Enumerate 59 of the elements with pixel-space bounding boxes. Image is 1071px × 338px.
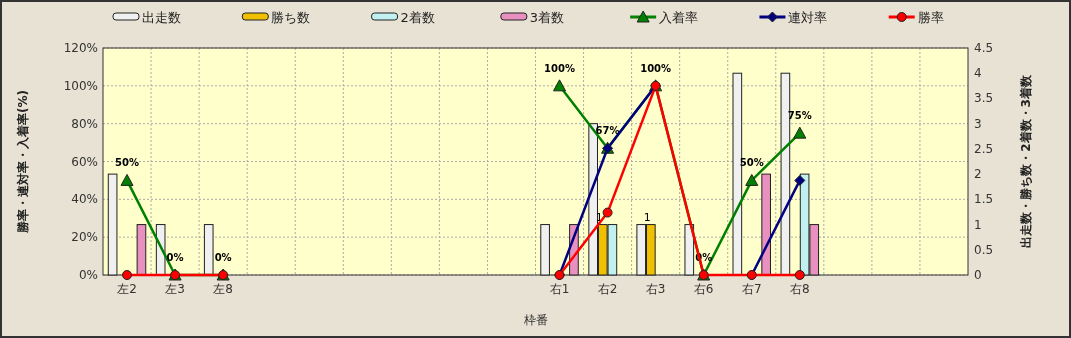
point (793, 126, 807, 139)
bar (607, 224, 618, 276)
x-tick-label: 左2 (117, 282, 137, 296)
y-axis-title: 勝率・連対率・入着率(%) (16, 90, 30, 234)
y-tick-label: 0% (78, 268, 98, 282)
point (122, 270, 133, 280)
x-tick-label: 右7 (741, 282, 762, 296)
legend-label: 勝ち数 (271, 10, 311, 25)
legend-label: 勝率 (917, 10, 944, 25)
point (745, 173, 759, 186)
bar (636, 224, 647, 276)
legend-label: 連対率 (788, 10, 828, 25)
data-label: 100% (640, 62, 672, 74)
legend-label: 3着数 (529, 10, 565, 25)
y2-tick-label: 3.5 (974, 91, 994, 106)
y-tick-label: 40% (71, 192, 98, 207)
x-axis-title: 枠番 (522, 313, 548, 327)
bar (588, 123, 598, 276)
data-label: 100% (544, 62, 575, 74)
y2-tick-label: 1 (974, 217, 982, 232)
bar (761, 173, 771, 276)
point (794, 174, 806, 186)
bar (203, 224, 214, 276)
y-tick-label: 120% (63, 41, 98, 55)
point (120, 173, 134, 186)
y2-tick-label: 3 (974, 116, 982, 131)
y2-tick-label: 2.5 (974, 141, 994, 156)
x-tick-label: 右3 (645, 282, 666, 296)
bar (540, 224, 550, 276)
y-tick-label: 80% (71, 116, 98, 131)
y-tick-label: 60% (71, 154, 98, 169)
y2-tick-label: 4 (974, 66, 982, 81)
data-label: 0% (214, 252, 232, 263)
legend-label: 入着率 (659, 10, 699, 25)
data-label: 1 (643, 210, 651, 224)
x-tick-label: 左8 (213, 282, 233, 296)
y2-tick-label: 0 (974, 268, 982, 282)
y2-tick-label: 4.5 (974, 41, 994, 55)
bar (136, 224, 147, 276)
bar (684, 224, 695, 276)
legend-label: 2着数 (400, 10, 435, 25)
point (602, 207, 613, 218)
y2-tick-label: 1.5 (974, 192, 994, 207)
y2-tick-label: 2 (974, 167, 982, 182)
legend-label: 出走数 (142, 10, 181, 25)
bar (107, 173, 118, 276)
x-tick-label: 右6 (693, 282, 714, 296)
x-tick-label: 右1 (549, 282, 570, 296)
x-tick-label: 左3 (165, 282, 185, 296)
point (794, 270, 805, 280)
point (553, 79, 567, 92)
x-tick-label: 右8 (789, 282, 810, 296)
y2-tick-label: 0.5 (974, 242, 994, 257)
y-tick-label: 20% (71, 230, 98, 245)
y-tick-label: 100% (63, 78, 98, 93)
data-label: 0% (166, 252, 184, 263)
y2-axis-title: 出走数・勝ち数・2着数・3着数 (1019, 74, 1033, 248)
x-tick-label: 右2 (597, 282, 618, 296)
data-label: 50% (115, 157, 139, 169)
